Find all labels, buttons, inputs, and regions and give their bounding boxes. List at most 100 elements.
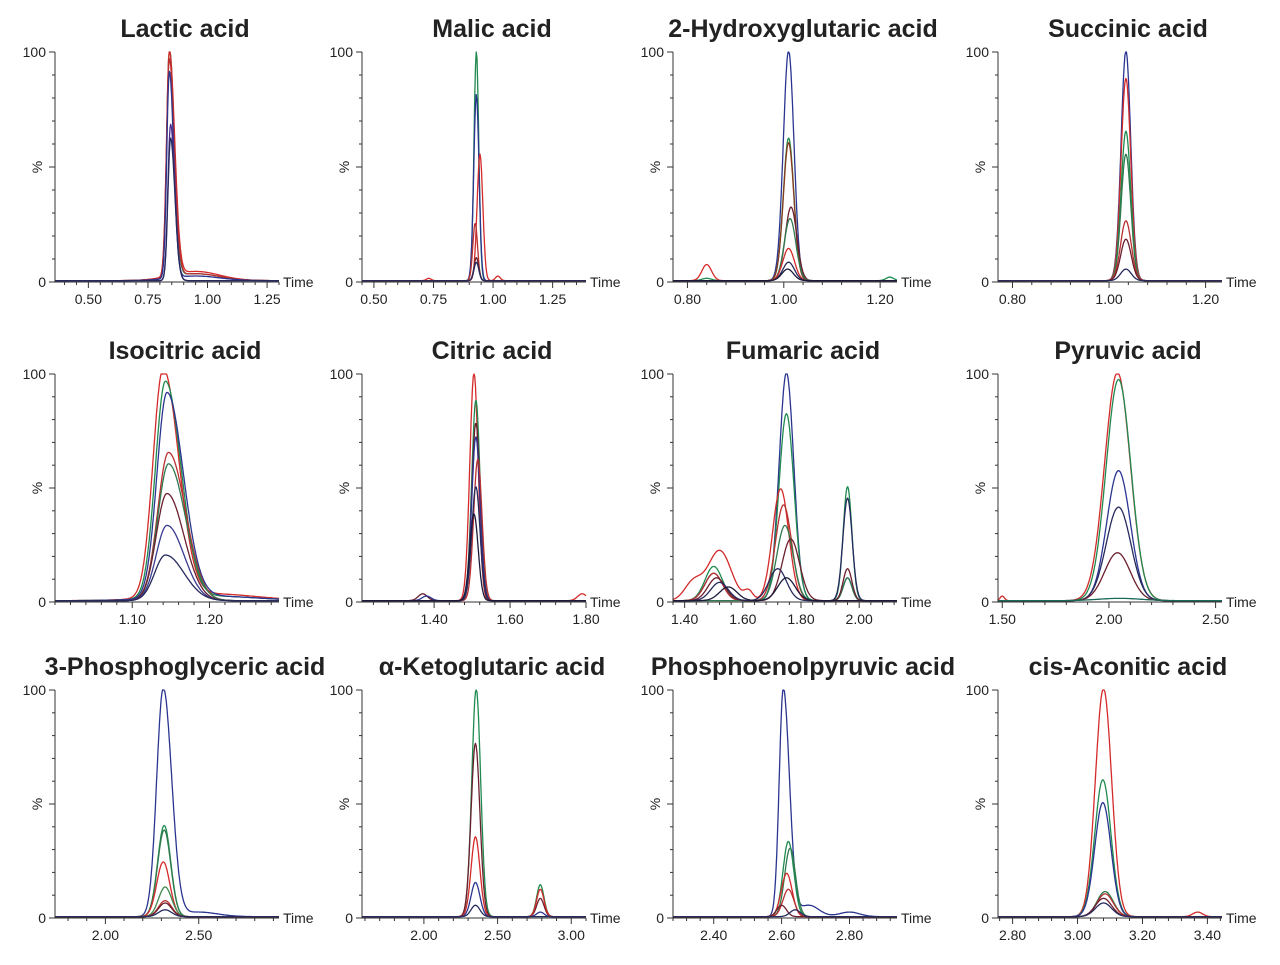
y-tick-label: 0 [981, 274, 989, 290]
x-tick-label: 1.10 [119, 611, 146, 627]
series-line-5 [55, 137, 279, 282]
series-line-7 [55, 909, 279, 918]
chart-title: Malic acid [432, 15, 552, 43]
chart-panel: cis-Aconitic acid 0 100% 2.80 3.00 3.20 3.40 Ti… [966, 653, 1257, 943]
series-line-1 [673, 137, 898, 282]
series-line-4 [998, 220, 1222, 282]
chart-title: 3-Phosphoglyceric acid [45, 653, 326, 681]
x-tick-label: 1.00 [1095, 291, 1122, 307]
chart-title: α-Ketoglutaric acid [379, 653, 606, 681]
x-tick-label: 0.75 [134, 291, 161, 307]
series-line-5 [998, 238, 1222, 282]
x-tick-label: 2.50 [1202, 611, 1229, 627]
x-axis-label: Time [590, 274, 621, 290]
y-axis-label: % [647, 161, 663, 173]
series-line-7 [55, 554, 279, 602]
chart-panel: Malic acid 0 100% 0.50 0.75 1.00 1.25 Time [330, 15, 621, 307]
chart-title: Phosphoenolpyruvic acid [651, 653, 955, 681]
series-line-2 [998, 470, 1222, 602]
x-tick-label: 1.00 [479, 291, 506, 307]
y-tick-label: 100 [641, 682, 665, 698]
x-tick-label: 2.00 [846, 611, 873, 627]
y-axis-label: % [336, 161, 352, 173]
series-line-2 [362, 836, 586, 918]
series-line-0 [55, 689, 279, 918]
x-tick-label: 2.40 [700, 927, 727, 943]
series-line-5 [998, 597, 1222, 602]
x-tick-label: 2.50 [484, 927, 511, 943]
x-tick-label: 1.20 [196, 611, 223, 627]
x-tick-label: 1.25 [253, 291, 280, 307]
x-tick-label: 1.00 [770, 291, 797, 307]
y-tick-label: 100 [641, 366, 665, 382]
series-line-4 [673, 217, 897, 282]
y-tick-label: 0 [981, 910, 989, 926]
x-tick-label: 0.50 [360, 291, 387, 307]
x-axis-label: Time [1226, 910, 1257, 926]
x-tick-label: 0.75 [420, 291, 447, 307]
x-tick-label: 2.00 [92, 927, 119, 943]
y-tick-label: 100 [23, 366, 47, 382]
y-tick-label: 0 [656, 910, 664, 926]
series-line-0 [998, 689, 1222, 918]
x-tick-label: 1.25 [539, 291, 566, 307]
series-line-0 [362, 373, 587, 602]
chart-title: Citric acid [432, 337, 553, 365]
chart-title: Lactic acid [120, 15, 249, 43]
series-line-4 [673, 888, 897, 918]
x-tick-label: 1.80 [787, 611, 814, 627]
y-axis-label: % [647, 798, 663, 810]
y-tick-label: 100 [23, 44, 47, 60]
x-axis-label: Time [590, 910, 621, 926]
series-line-5 [362, 486, 586, 602]
series-line-4 [55, 463, 279, 602]
series-line-5 [55, 492, 279, 602]
y-axis-label: % [972, 798, 988, 810]
x-axis-label: Time [1226, 274, 1257, 290]
series-line-1 [673, 840, 897, 918]
x-tick-label: 1.60 [729, 611, 756, 627]
chart-panel: 3-Phosphoglyceric acid 0 100% 2.00 2.50 Time [23, 653, 326, 943]
series-line-3 [998, 506, 1222, 602]
x-tick-label: 1.50 [989, 611, 1016, 627]
y-axis-label: % [29, 482, 45, 494]
y-tick-label: 100 [330, 682, 354, 698]
x-tick-label: 1.80 [572, 611, 599, 627]
y-tick-label: 0 [38, 910, 46, 926]
y-tick-label: 0 [345, 274, 353, 290]
y-axis-label: % [336, 482, 352, 494]
series-line-4 [362, 904, 586, 918]
series-line-6 [55, 524, 279, 602]
x-tick-label: 2.80 [999, 927, 1026, 943]
y-tick-label: 0 [38, 274, 46, 290]
x-tick-label: 0.80 [999, 291, 1026, 307]
x-tick-label: 2.50 [185, 927, 212, 943]
x-axis-label: Time [901, 910, 932, 926]
x-tick-label: 1.40 [671, 611, 698, 627]
x-tick-label: 1.40 [421, 611, 448, 627]
series-line-6 [998, 268, 1222, 282]
y-tick-label: 0 [38, 594, 46, 610]
series-line-6 [998, 902, 1222, 918]
series-line-1 [998, 77, 1222, 282]
chart-panel: Phosphoenolpyruvic acid 0 100% 2.40 2.60 2.80… [641, 653, 955, 943]
series-line-0 [998, 51, 1222, 282]
y-tick-label: 100 [330, 44, 354, 60]
series-line-3 [362, 881, 586, 918]
series-line-0 [997, 373, 1222, 602]
chart-title: cis-Aconitic acid [1029, 653, 1228, 681]
chart-title: 2-Hydroxyglutaric acid [668, 15, 938, 43]
x-tick-label: 2.00 [1095, 611, 1122, 627]
series-line-0 [362, 689, 586, 918]
chart-title: Fumaric acid [726, 337, 880, 365]
series-line-6 [362, 513, 586, 602]
y-tick-label: 100 [966, 366, 990, 382]
x-tick-label: 2.60 [768, 927, 795, 943]
x-axis-label: Time [283, 274, 314, 290]
y-axis-label: % [336, 798, 352, 810]
y-tick-label: 100 [23, 682, 47, 698]
series-line-0 [55, 373, 279, 602]
